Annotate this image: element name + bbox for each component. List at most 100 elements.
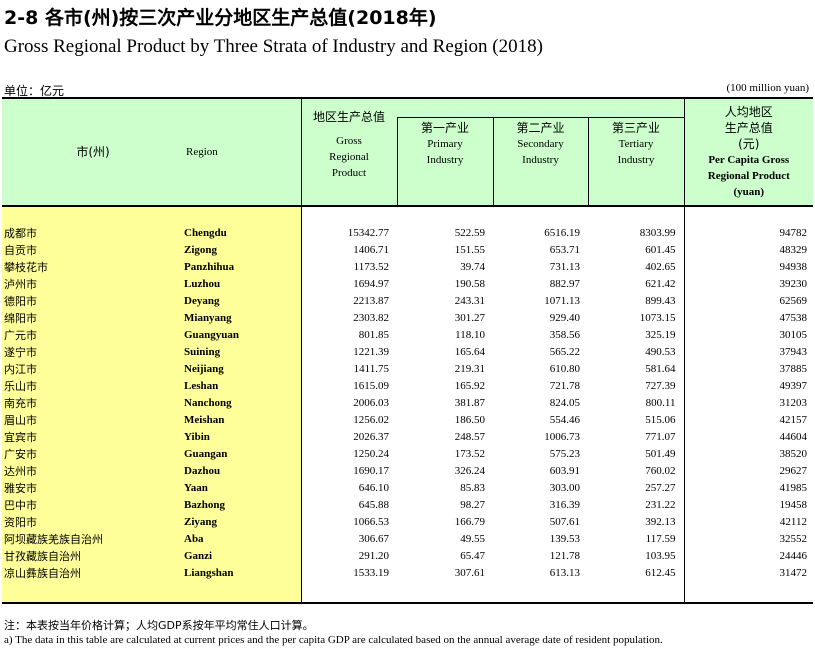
cell-primary: 85.83	[460, 482, 485, 494]
spacer-cell	[397, 206, 493, 225]
cell-percap: 62569	[683, 293, 813, 310]
cell-tertiary: 601.45	[645, 244, 676, 256]
cell-percap: 49397	[683, 378, 813, 395]
cell-region: Yibin	[184, 429, 301, 446]
cell-secondary: 316.39	[549, 499, 580, 511]
cell-primary: 39.74	[460, 261, 485, 273]
cell-primary: 243.31	[454, 295, 485, 307]
cell-city: 自贡市	[2, 242, 184, 259]
header-primary-cn: 第一产业	[420, 121, 469, 135]
cell-grp: 2303.82	[300, 310, 397, 327]
cell-city: 巴中市	[2, 497, 184, 514]
cell-secondary: 613.13	[549, 567, 580, 579]
cell-secondary: 575.23	[549, 448, 580, 460]
cell-grp: 2026.37	[300, 429, 397, 446]
spacer-cell	[300, 582, 397, 604]
cell-primary: 166.79	[454, 516, 485, 528]
header-tertiary-en-1: Tertiary	[618, 138, 654, 150]
cell-percap: 94782	[683, 225, 813, 242]
cell-region: Panzhihua	[184, 259, 301, 276]
footnote-cn: 注：本表按当年价格计算；人均GDP系按年平均常住人口计算。	[4, 619, 314, 632]
cell-secondary: 303.00	[549, 482, 580, 494]
header-grp: 地区生产总值 Gross Regional Product	[300, 97, 397, 207]
cell-region: Liangshan	[184, 565, 301, 582]
cell-secondary: 139.53	[549, 533, 580, 545]
cell-city: 资阳市	[2, 514, 184, 531]
cell-region: Bazhong	[184, 497, 301, 514]
table-row: 甘孜藏族自治州 Ganzi 291.20 65.47 121.78 103.95 24446	[2, 548, 813, 565]
cell-city: 泸州市	[2, 276, 184, 293]
header-percap-cn-2: 生产总值	[724, 121, 773, 135]
table-bottom-spacer	[2, 582, 813, 604]
cell-grp: 1533.19	[300, 565, 397, 582]
spacer-cell	[300, 206, 397, 225]
cell-grp: 1615.09	[300, 378, 397, 395]
cell-percap: 30105	[683, 327, 813, 344]
cell-primary: 151.55	[454, 244, 485, 256]
cell-tertiary: 621.42	[645, 278, 676, 290]
table-row: 巴中市 Bazhong 645.88 98.27 316.39 231.22 19458	[2, 497, 813, 514]
cell-grp: 1250.24	[300, 446, 397, 463]
spacer-cell	[493, 206, 588, 225]
table-row: 泸州市 Luzhou 1694.97 190.58 882.97 621.42 39230	[2, 276, 813, 293]
spacer-cell	[588, 582, 684, 604]
header-strata-spacer	[397, 97, 684, 118]
header-primary-en-2: Industry	[426, 154, 464, 166]
table-header: 市(州) Region 地区生产总值 Gross Regional Produc…	[2, 97, 813, 207]
spacer-cell	[184, 582, 301, 604]
cell-tertiary: 257.27	[645, 482, 676, 494]
table-row: 广元市 Guangyuan 801.85 118.10 358.56 325.19 3010…	[2, 327, 813, 344]
cell-primary: 173.52	[454, 448, 485, 460]
cell-grp: 1066.53	[300, 514, 397, 531]
header-primary-en-1: Primary	[427, 138, 463, 150]
cell-region: Aba	[184, 531, 301, 548]
table-body: 成都市 Chengdu 15342.77 522.59 6516.19 8303.99 94…	[2, 206, 813, 604]
cell-grp: 645.88	[300, 497, 397, 514]
cell-primary: 381.87	[454, 397, 485, 409]
table-top-spacer	[2, 206, 813, 225]
cell-city: 绵阳市	[2, 310, 184, 327]
cell-grp: 15342.77	[300, 225, 397, 242]
cell-secondary: 1006.73	[544, 431, 580, 443]
table-row: 成都市 Chengdu 15342.77 522.59 6516.19 8303.99 94…	[2, 225, 813, 242]
statistics-table: 市(州) Region 地区生产总值 Gross Regional Produc…	[2, 97, 813, 604]
cell-primary: 118.10	[455, 329, 485, 341]
table-row: 德阳市 Deyang 2213.87 243.31 1071.13 899.43 62569	[2, 293, 813, 310]
cell-city: 南充市	[2, 395, 184, 412]
table-row: 内江市 Neijiang 1411.75 219.31 610.80 581.64 3788…	[2, 361, 813, 378]
cell-city: 广安市	[2, 446, 184, 463]
cell-primary: 219.31	[454, 363, 485, 375]
header-percap-en-2: Regional Product	[707, 170, 790, 182]
cell-tertiary: 8303.99	[639, 227, 676, 239]
cell-city: 雅安市	[2, 480, 184, 497]
cell-percap: 48329	[683, 242, 813, 259]
cell-tertiary: 325.19	[645, 329, 676, 341]
cell-region: Zigong	[184, 242, 301, 259]
cell-tertiary: 103.95	[645, 550, 676, 562]
table-row: 阿坝藏族羌族自治州 Aba 306.67 49.55 139.53 117.59 32552	[2, 531, 813, 548]
cell-secondary: 882.97	[549, 278, 580, 290]
cell-secondary: 565.22	[549, 346, 580, 358]
cell-grp: 1406.71	[300, 242, 397, 259]
cell-tertiary: 117.59	[645, 533, 676, 545]
table-row: 宜宾市 Yibin 2026.37 248.57 1006.73 771.07 44604	[2, 429, 813, 446]
cell-grp: 801.85	[300, 327, 397, 344]
cell-secondary: 554.46	[549, 414, 580, 426]
table-row: 攀枝花市 Panzhihua 1173.52 39.74 731.13 402.65 949…	[2, 259, 813, 276]
table-row: 广安市 Guangan 1250.24 173.52 575.23 501.49 38520	[2, 446, 813, 463]
header-percap-en-3: (yuan)	[733, 186, 765, 198]
header-tertiary-cn: 第三产业	[611, 121, 660, 135]
cell-percap: 31203	[683, 395, 813, 412]
header-percap: 人均地区 生产总值 (元) Per Capita Gross Regional …	[683, 97, 813, 207]
cell-city: 攀枝花市	[2, 259, 184, 276]
cell-secondary: 6516.19	[544, 227, 580, 239]
cell-region: Ganzi	[184, 548, 301, 565]
unit-label-cn: 单位：亿元	[4, 84, 65, 98]
header-secondary-en-2: Industry	[522, 154, 559, 166]
spacer-cell	[493, 582, 588, 604]
header-grp-en-1: Gross	[336, 135, 362, 147]
cell-region: Guangyuan	[184, 327, 301, 344]
spacer-cell	[683, 582, 813, 604]
cell-city: 宜宾市	[2, 429, 184, 446]
cell-region: Suining	[184, 344, 301, 361]
